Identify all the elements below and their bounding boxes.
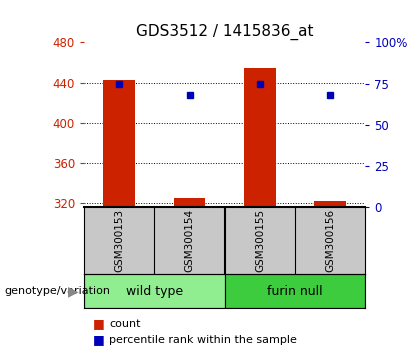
Text: GSM300154: GSM300154 — [184, 209, 194, 272]
Text: GSM300153: GSM300153 — [114, 209, 124, 272]
Text: percentile rank within the sample: percentile rank within the sample — [109, 335, 297, 345]
Bar — [225, 274, 365, 308]
Text: genotype/variation: genotype/variation — [4, 286, 110, 296]
Text: furin null: furin null — [267, 285, 323, 298]
Text: count: count — [109, 319, 141, 329]
Title: GDS3512 / 1415836_at: GDS3512 / 1415836_at — [136, 23, 313, 40]
Bar — [103, 80, 135, 207]
Text: GSM300155: GSM300155 — [255, 209, 265, 272]
Text: wild type: wild type — [126, 285, 183, 298]
Text: ■: ■ — [92, 318, 104, 330]
Bar — [315, 201, 346, 207]
Text: ■: ■ — [92, 333, 104, 346]
Bar — [84, 274, 225, 308]
Bar — [174, 198, 205, 207]
Text: GSM300156: GSM300156 — [325, 209, 335, 272]
Text: ▶: ▶ — [68, 284, 79, 298]
Bar — [244, 68, 276, 207]
